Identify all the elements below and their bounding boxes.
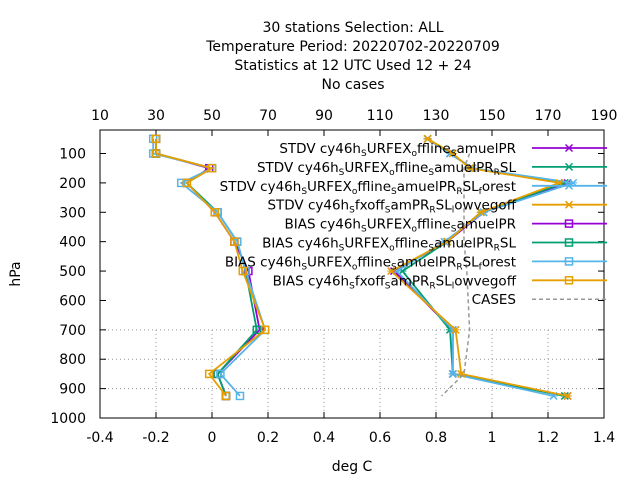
- data-point: [423, 134, 432, 143]
- grid: [99, 329, 605, 418]
- data-point: [260, 325, 270, 335]
- data-point: [387, 267, 396, 276]
- x2-tick-label: 190: [591, 108, 618, 124]
- data-point: [230, 237, 239, 246]
- series-line: [389, 138, 568, 397]
- x-tick-label: 1.2: [537, 430, 559, 446]
- x-tick-label: 0.8: [425, 430, 447, 446]
- data-point: [476, 208, 485, 217]
- data-point: [221, 391, 231, 401]
- chart-title-line: Statistics at 12 UTC Used 12 + 24: [234, 58, 471, 74]
- y-tick-label: 600: [59, 293, 86, 309]
- y-axis-label: hPa: [8, 261, 24, 286]
- x-tick-label: -0.4: [86, 430, 113, 446]
- data-point: [564, 200, 574, 209]
- data-point: [457, 369, 466, 378]
- legend-entry: BIAS cy46hSURFEXofflineSamuelPRRSL: [262, 236, 516, 254]
- data-point: [448, 149, 457, 158]
- data-point: [564, 143, 574, 153]
- chart-title: 30 stations Selection: ALL Temperature Pe…: [205, 20, 500, 93]
- chart-title-line: No cases: [322, 77, 385, 93]
- data-point: [207, 163, 217, 173]
- data-point: [235, 391, 245, 401]
- legend-entry: CASES: [472, 292, 516, 308]
- data-point: [564, 219, 574, 228]
- series-group: [148, 134, 578, 401]
- legend-entry: BIAS cy46hSfxoffSamPRRSLlowvegoff: [273, 273, 517, 291]
- y-tick-label: 1000: [50, 411, 86, 427]
- x2-tick-label: 150: [479, 108, 506, 124]
- legend-entry: STDV cy46hSfxoffSamPRRSLlowvegoff: [267, 198, 516, 216]
- x2-tick-label: 130: [423, 108, 450, 124]
- x2-tick-label: 30: [147, 108, 165, 124]
- data-point: [564, 181, 574, 190]
- legend-entry: BIAS cy46hSURFEXofflineSamuelPR: [285, 217, 517, 235]
- series-line: [155, 138, 267, 397]
- x2-tick-label: 10: [91, 108, 109, 124]
- x-tick-label: 0.4: [313, 430, 335, 446]
- x2-tick-label: 170: [535, 108, 562, 124]
- data-point: [210, 208, 220, 217]
- series-7: [151, 134, 270, 401]
- data-point: [182, 178, 192, 188]
- data-point: [216, 369, 225, 379]
- x2-axis: 10 30 50 70 90 110 130 150 170 190: [91, 108, 617, 136]
- y-tick-label: 300: [59, 205, 86, 221]
- y-tick-label: 400: [59, 235, 86, 251]
- x2-tick-label: 110: [367, 108, 394, 124]
- x2-tick-label: 70: [259, 108, 277, 124]
- x-tick-label: -0.2: [142, 430, 169, 446]
- data-point: [448, 369, 457, 378]
- x-tick-label: 1: [488, 430, 497, 446]
- legend-entry: BIAS cy46hSURFEXofflineSamuelPRRSLforest: [225, 254, 516, 272]
- legend-entry: STDV cy46hSURFEXofflineSamuelPRRSL: [257, 160, 516, 178]
- chart-title-line: Temperature Period: 20220702-20220709: [205, 39, 500, 55]
- data-point: [238, 266, 248, 276]
- data-point: [151, 149, 161, 158]
- y-tick-label: 200: [59, 176, 86, 192]
- series-3: [387, 134, 572, 400]
- y-tick-label: 500: [59, 264, 86, 280]
- x-tick-label: 0.6: [369, 430, 391, 446]
- x2-tick-label: 90: [315, 108, 333, 124]
- data-point: [204, 369, 214, 379]
- data-point: [151, 134, 161, 144]
- data-point: [564, 162, 574, 171]
- data-point: [443, 237, 452, 246]
- x-axis-label: deg C: [332, 459, 373, 475]
- x-tick-label: 1.4: [593, 430, 615, 446]
- x-tick-label: 0: [208, 430, 217, 446]
- data-point: [252, 325, 262, 335]
- y-axis: 100 200 300 400 500 600 700 800 900 1000: [50, 147, 604, 427]
- chart-title-line: 30 stations Selection: ALL: [262, 20, 443, 36]
- x-axis: -0.4 -0.2 0 0.2 0.4 0.6 0.8 1 1.2 1.4: [86, 412, 615, 446]
- y-tick-label: 800: [59, 352, 86, 368]
- x-tick-label: 0.2: [257, 430, 279, 446]
- data-point: [465, 164, 474, 173]
- y-tick-label: 900: [59, 382, 86, 398]
- data-point: [564, 238, 574, 247]
- data-point: [564, 276, 574, 285]
- x2-tick-label: 50: [203, 108, 221, 124]
- data-point: [176, 178, 186, 188]
- legend-entry: STDV cy46hSURFEXofflineSamuelPR: [279, 141, 516, 159]
- data-point: [563, 391, 572, 400]
- y-tick-label: 100: [59, 147, 86, 163]
- data-point: [564, 257, 574, 266]
- data-point: [451, 325, 460, 334]
- legend-entry: STDV cy46hSURFEXofflineSamuelPRRSLforest: [220, 179, 516, 197]
- plot-frame: [99, 129, 605, 419]
- y-tick-label: 700: [59, 323, 86, 339]
